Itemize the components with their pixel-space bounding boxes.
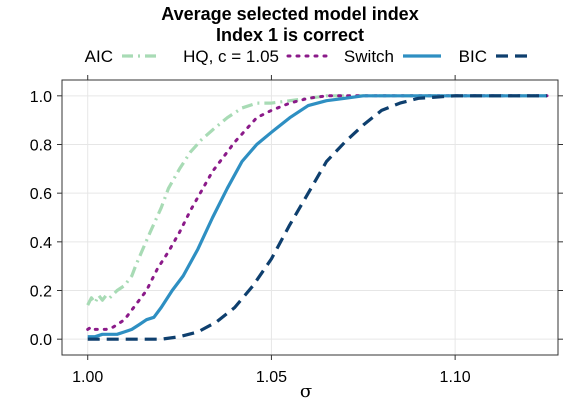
y-tick-label: 0.4 [30,235,52,252]
y-axis: 0.0 0.2 0.4 0.6 0.8 1.0 [30,89,563,349]
series-lines [86,94,549,341]
x-tick-label: 1.05 [256,369,287,386]
y-tick-label: 0.2 [30,284,52,301]
x-axis-label: σ [300,381,312,402]
series-line-aic [86,94,547,306]
grid [62,80,558,355]
plot-frame [61,79,559,356]
chart-title: Average selected model index [161,4,418,24]
legend: AIC HQ, c = 1.05 Switch BIC [85,47,534,66]
x-tick-label: 1.10 [440,369,471,386]
series-line-switch [87,94,547,339]
chart-subtitle: Index 1 is correct [216,25,364,45]
y-tick-label: 0.0 [30,332,52,349]
legend-label: AIC [85,47,113,66]
x-axis: 1.00 1.05 1.10 [72,75,471,386]
x-tick-label: 1.00 [72,369,103,386]
series-line-hq-c-1-05 [86,94,549,331]
legend-label: HQ, c = 1.05 [183,47,279,66]
y-tick-label: 0.6 [30,186,52,203]
series-line-bic [87,94,547,341]
y-tick-label: 0.8 [30,137,52,154]
legend-label: BIC [459,47,487,66]
y-tick-label: 1.0 [30,89,52,106]
legend-label: Switch [344,47,394,66]
